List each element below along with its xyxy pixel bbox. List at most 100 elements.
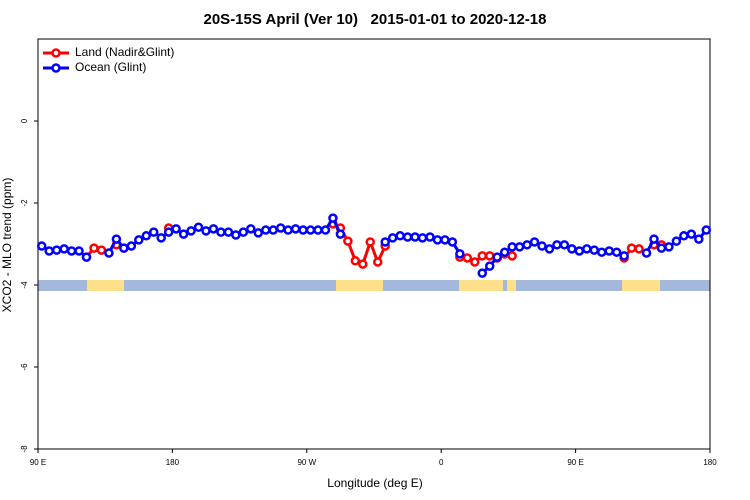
data-point (104, 248, 114, 258)
data-point (447, 237, 458, 247)
data-point (111, 234, 122, 244)
data-point (701, 225, 712, 235)
x-tick-label: 180 (166, 458, 180, 467)
data-point (552, 240, 562, 250)
data-point (611, 247, 622, 257)
data-point (89, 243, 99, 253)
mask-land (507, 280, 516, 291)
data-point (186, 226, 196, 236)
data-point (36, 241, 47, 251)
data-point (417, 233, 428, 243)
legend-label: Ocean (Glint) (75, 60, 146, 74)
data-point (507, 242, 517, 252)
data-point (664, 242, 674, 252)
data-point (216, 227, 226, 237)
data-point (634, 244, 644, 254)
data-point (402, 232, 413, 242)
data-point (231, 230, 241, 240)
data-point (275, 223, 286, 233)
data-point (574, 246, 585, 256)
data-point (178, 229, 189, 239)
data-point (410, 232, 420, 242)
legend-marker (51, 48, 61, 58)
data-point (425, 232, 435, 242)
land-mask (38, 280, 710, 291)
data-point (163, 227, 174, 237)
data-point (358, 259, 368, 269)
data-point (253, 228, 264, 238)
data-point (298, 225, 308, 235)
data-point (141, 231, 152, 241)
data-point (44, 246, 54, 256)
data-point (171, 224, 181, 234)
data-point (477, 268, 488, 278)
data-point (499, 247, 510, 257)
data-point (387, 233, 398, 243)
mask-land (622, 280, 660, 291)
mask-land (459, 280, 503, 291)
data-point (156, 233, 166, 243)
data-point (148, 227, 159, 237)
data-point (81, 252, 92, 262)
data-point (343, 236, 353, 246)
data-point (365, 237, 376, 247)
data-point (484, 261, 495, 271)
data-point (305, 225, 316, 235)
data-point (238, 227, 249, 237)
x-axis-label: Longitude (deg E) (327, 476, 422, 490)
y-tick-label: 0 (20, 118, 29, 123)
data-point (380, 237, 390, 247)
data-point (470, 257, 480, 267)
data-point (283, 225, 293, 235)
data-point (66, 246, 77, 256)
data-point (313, 225, 323, 235)
data-point (246, 224, 256, 234)
legend-marker (51, 63, 61, 73)
data-point (544, 244, 555, 254)
data-point (268, 225, 278, 235)
data-point (328, 213, 338, 223)
data-point (51, 245, 62, 255)
y-tick-label: -4 (20, 281, 29, 289)
data-point (477, 251, 488, 261)
data-point (223, 227, 234, 237)
data-point (679, 231, 689, 241)
data-point (59, 244, 69, 254)
data-point (432, 235, 443, 245)
data-point (74, 246, 84, 256)
data-point (290, 224, 301, 234)
data-point (201, 226, 211, 236)
data-point (395, 231, 405, 241)
data-point (656, 243, 667, 253)
data-point (641, 248, 652, 258)
y-axis-label: XCO2 - MLO trend (ppm) (0, 178, 14, 313)
data-point (537, 241, 547, 251)
data-point (126, 241, 137, 251)
chart-title: 20S-15S April (Ver 10) 2015-01-01 to 202… (204, 11, 547, 28)
data-point (604, 246, 614, 256)
data-point (559, 240, 570, 250)
data-point (619, 251, 629, 261)
data-point (671, 236, 682, 246)
data-point (96, 245, 107, 255)
y-tick-label: -8 (20, 445, 29, 453)
data-point (582, 244, 592, 254)
data-point (440, 235, 450, 245)
data-point (455, 249, 465, 259)
data-point (350, 256, 361, 266)
data-point (462, 253, 473, 263)
data-point (193, 222, 204, 232)
x-tick-label: 90 W (297, 458, 316, 467)
data-point (372, 257, 383, 267)
y-tick-label: -6 (20, 363, 29, 371)
data-point (626, 243, 637, 253)
y-tick-label: -2 (20, 199, 29, 207)
data-point (484, 251, 495, 261)
data-point (492, 252, 502, 262)
data-point (522, 240, 532, 250)
x-tick-label: 90 E (30, 458, 46, 467)
data-point (335, 229, 346, 239)
x-tick-label: 90 E (567, 458, 583, 467)
x-tick-label: 0 (439, 458, 444, 467)
